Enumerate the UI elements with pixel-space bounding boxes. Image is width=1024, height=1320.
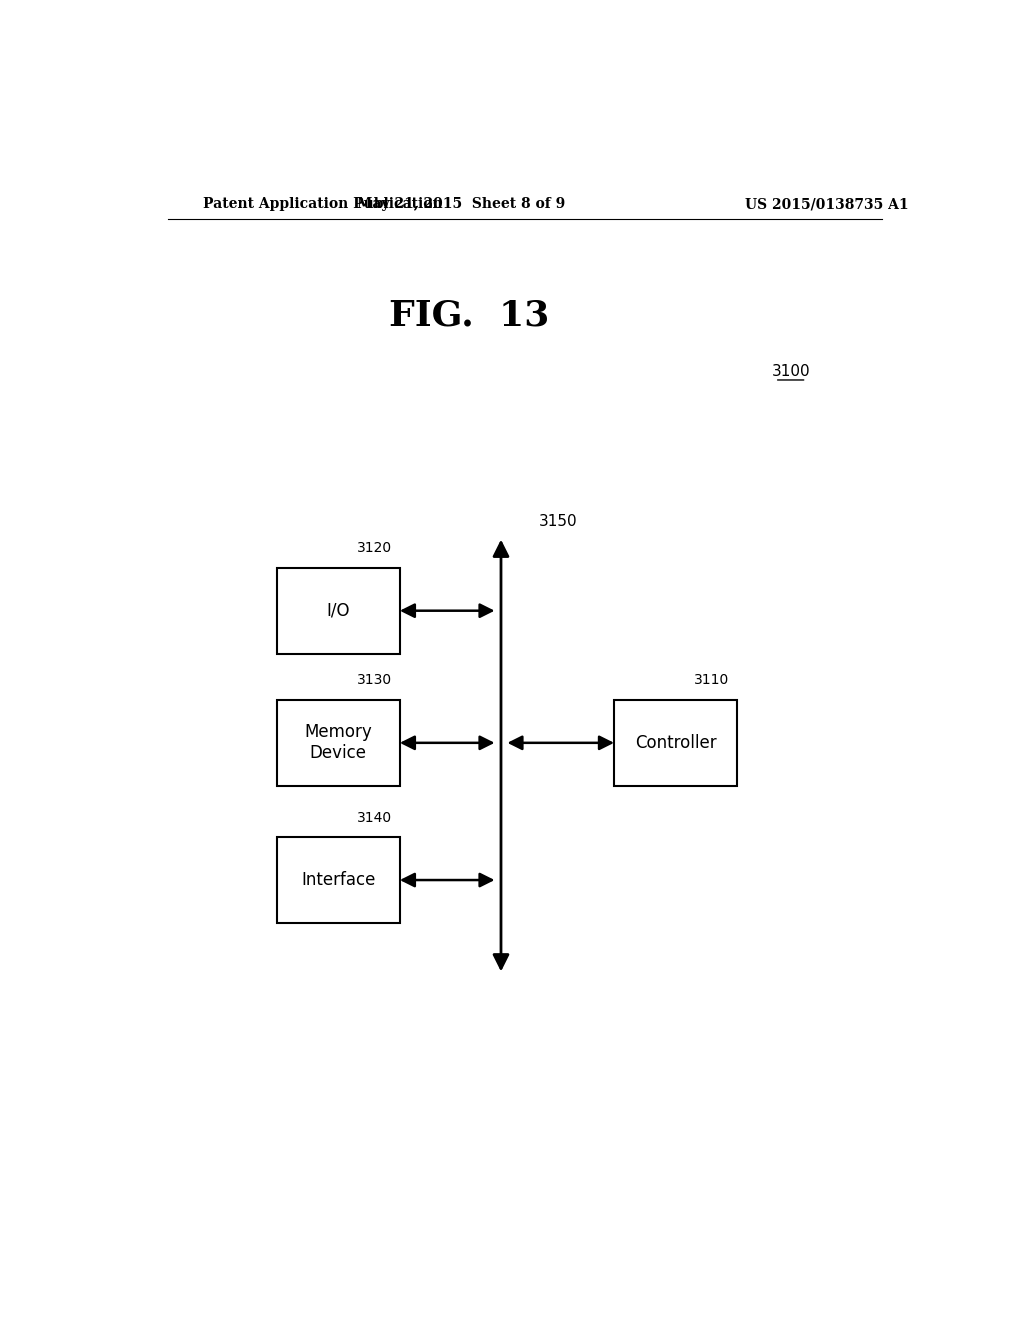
Text: 3100: 3100	[771, 364, 810, 379]
Text: 3150: 3150	[539, 513, 578, 529]
FancyBboxPatch shape	[614, 700, 737, 785]
Text: 3110: 3110	[694, 673, 729, 688]
Text: 3130: 3130	[356, 673, 392, 688]
FancyBboxPatch shape	[276, 700, 399, 785]
FancyBboxPatch shape	[276, 568, 399, 653]
Text: Patent Application Publication: Patent Application Publication	[204, 197, 443, 211]
Text: May 21, 2015  Sheet 8 of 9: May 21, 2015 Sheet 8 of 9	[357, 197, 565, 211]
Text: FIG.  13: FIG. 13	[389, 298, 550, 333]
Text: I/O: I/O	[327, 602, 350, 619]
Text: US 2015/0138735 A1: US 2015/0138735 A1	[744, 197, 908, 211]
Text: Interface: Interface	[301, 871, 376, 890]
Text: Memory
Device: Memory Device	[304, 723, 372, 762]
Text: 3120: 3120	[356, 541, 392, 556]
Text: Controller: Controller	[635, 734, 717, 752]
FancyBboxPatch shape	[276, 837, 399, 923]
Text: 3140: 3140	[356, 810, 392, 825]
